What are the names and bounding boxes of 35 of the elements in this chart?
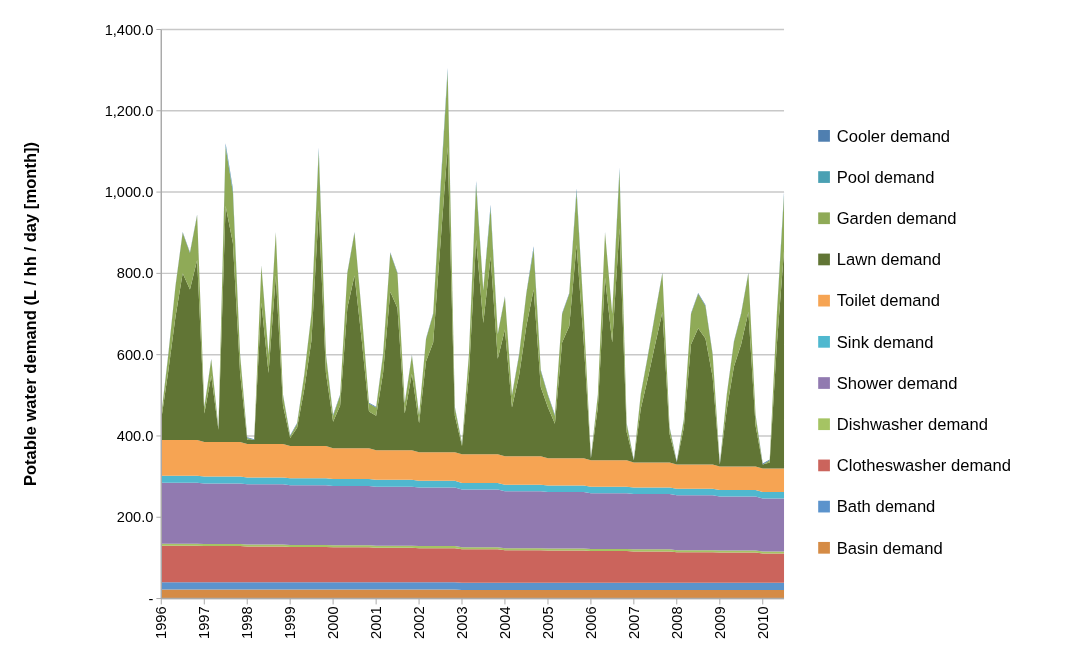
x-tick-label: 2007	[625, 606, 642, 639]
x-tick-label: 2009	[711, 606, 728, 639]
legend-label: Sink demand	[836, 332, 934, 352]
y-tick-label: 1,200.0	[104, 102, 154, 119]
y-tick-label: 600.0	[116, 346, 154, 363]
legend-label: Shower demand	[836, 373, 958, 393]
x-tick-label: 2000	[325, 606, 342, 639]
legend-label: Toilet demand	[836, 291, 940, 311]
y-tick-label: 1,000.0	[104, 184, 154, 201]
y-tick-label: 800.0	[116, 265, 154, 282]
legend-label: Clotheswasher demand	[836, 456, 1011, 476]
x-tick-label: 2008	[668, 606, 685, 639]
legend-label: Dishwasher demand	[836, 415, 988, 435]
legend-label: Bath demand	[836, 497, 936, 517]
x-tick-label: 1999	[282, 606, 299, 639]
x-tick-label: 2005	[540, 606, 557, 639]
x-tick-label: 2002	[411, 606, 428, 639]
x-tick-label: 1997	[196, 606, 213, 639]
x-tick-label: 1996	[153, 606, 170, 639]
y-axis-title: Potable water demand (L / hh / day [month])	[21, 141, 41, 487]
x-tick-label: 2003	[454, 606, 471, 639]
x-tick-label: 2006	[583, 606, 600, 639]
x-tick-label: 2001	[368, 606, 385, 639]
y-tick-label: 1,400.0	[104, 21, 154, 38]
x-tick-label: 2004	[497, 606, 514, 639]
x-tick-label: 1998	[239, 606, 256, 639]
y-tick-label: 200.0	[116, 509, 154, 526]
legend-label: Garden demand	[836, 209, 957, 229]
x-tick-label: 2010	[754, 606, 771, 639]
y-tick-label: 400.0	[116, 428, 154, 445]
y-tick-label: -	[148, 590, 154, 607]
legend-label: Pool demand	[836, 167, 935, 187]
legend-label: Lawn demand	[836, 250, 941, 270]
legend-label: Basin demand	[836, 538, 943, 558]
legend-label: Cooler demand	[836, 126, 951, 146]
